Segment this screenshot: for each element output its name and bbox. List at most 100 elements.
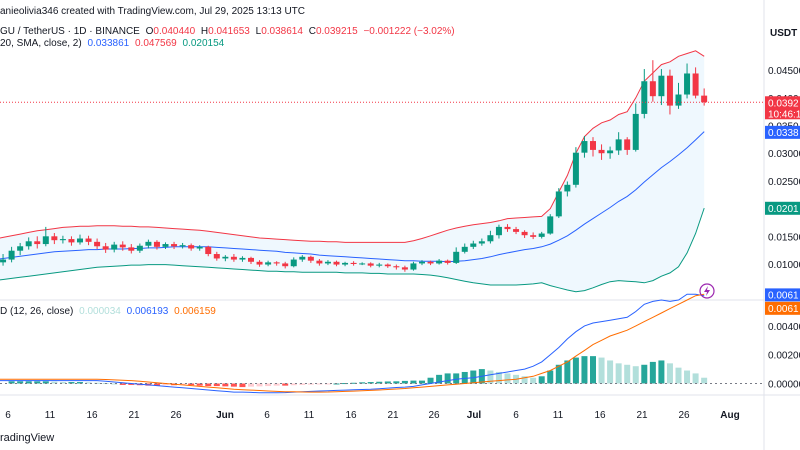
macd-histogram-bar [436,374,443,384]
candle-body [94,241,101,247]
candle[interactable] [230,254,237,262]
candle[interactable] [666,69,673,115]
bb-legend[interactable]: 20, SMA, close, 2) 0.033861 0.047569 0.0… [0,38,224,49]
candle[interactable] [196,245,203,251]
candle[interactable] [59,235,66,244]
candle[interactable] [171,241,178,250]
candle[interactable] [333,260,340,267]
candle[interactable] [564,181,571,197]
candle[interactable] [572,147,579,188]
candle[interactable] [555,188,562,219]
candle[interactable] [607,146,614,159]
candle[interactable] [384,263,391,268]
candle[interactable] [487,230,494,244]
candle[interactable] [94,238,101,250]
candle[interactable] [376,262,383,268]
candle[interactable] [248,256,254,264]
candle[interactable] [419,260,425,266]
candle[interactable] [17,242,24,256]
candle[interactable] [145,239,152,249]
candle[interactable] [444,259,451,265]
candle[interactable] [42,226,49,247]
candle[interactable] [290,257,297,268]
candle[interactable] [77,234,83,245]
bb-label[interactable]: 20, SMA, close, 2) [0,38,82,49]
candle-body [282,263,289,267]
candle[interactable] [538,231,545,239]
candle[interactable] [51,232,58,245]
candle[interactable] [581,136,588,158]
candle[interactable] [282,261,289,269]
macd-pane[interactable] [0,293,764,394]
candle[interactable] [436,259,443,265]
candle[interactable] [504,224,511,232]
candle-body [42,236,49,245]
candle[interactable] [213,251,220,261]
candle[interactable] [136,243,143,253]
candle-body [77,238,83,243]
candle[interactable] [632,103,639,152]
candle[interactable] [513,226,520,235]
candle[interactable] [316,259,323,266]
candle[interactable] [658,69,665,106]
candle[interactable] [495,224,502,239]
candle[interactable] [367,262,374,268]
candle[interactable] [222,255,229,262]
candle[interactable] [598,144,605,160]
candle[interactable] [8,246,15,263]
macd-histogram-bar [410,380,417,384]
candle[interactable] [393,264,400,270]
candle[interactable] [470,240,477,250]
candle[interactable] [265,260,272,267]
candle[interactable] [256,260,263,267]
candle[interactable] [692,67,699,99]
symbol-legend[interactable]: GU / TetherUS · 1D · BINANCE O0.040440 H… [0,26,455,37]
macd-label[interactable]: D (12, 26, close) [0,306,74,317]
candle[interactable] [34,236,41,249]
candle[interactable] [624,137,631,155]
candle[interactable] [530,232,537,240]
candle[interactable] [350,261,357,266]
candle[interactable] [25,237,32,250]
candle[interactable] [153,240,160,250]
candle[interactable] [188,243,195,251]
candle[interactable] [547,214,554,235]
candle[interactable] [119,241,126,251]
candle[interactable] [641,69,648,119]
macd-legend[interactable]: D (12, 26, close) 0.000034 0.006193 0.00… [0,306,216,317]
candle[interactable] [128,244,135,254]
candle[interactable] [111,241,118,253]
candle[interactable] [615,132,622,155]
candle[interactable] [324,260,331,266]
candle[interactable] [239,256,246,262]
candle[interactable] [453,247,460,264]
candle[interactable] [102,242,109,253]
candle[interactable] [68,236,75,246]
candle[interactable] [342,261,349,267]
candle[interactable] [401,265,408,272]
candle[interactable] [299,255,306,262]
candle[interactable] [521,230,528,238]
candle[interactable] [162,242,169,250]
replay-icon[interactable] [699,283,715,299]
candle[interactable] [427,260,434,266]
candles[interactable] [0,60,708,272]
candle[interactable] [701,88,708,106]
candle[interactable] [307,255,314,263]
candle[interactable] [675,82,682,109]
candle[interactable] [0,254,7,266]
candle[interactable] [85,235,92,246]
candle[interactable] [273,261,280,266]
macd-histogram-bar [692,373,699,384]
candle[interactable] [461,243,468,254]
candle[interactable] [684,63,691,99]
candle[interactable] [478,238,485,246]
candle[interactable] [649,60,656,102]
candle[interactable] [590,137,596,157]
candle[interactable] [359,262,366,266]
candle[interactable] [205,245,212,257]
candle[interactable] [410,261,417,271]
candle[interactable] [179,242,186,249]
symbol-label[interactable]: GU / TetherUS · 1D · BINANCE [0,26,140,37]
